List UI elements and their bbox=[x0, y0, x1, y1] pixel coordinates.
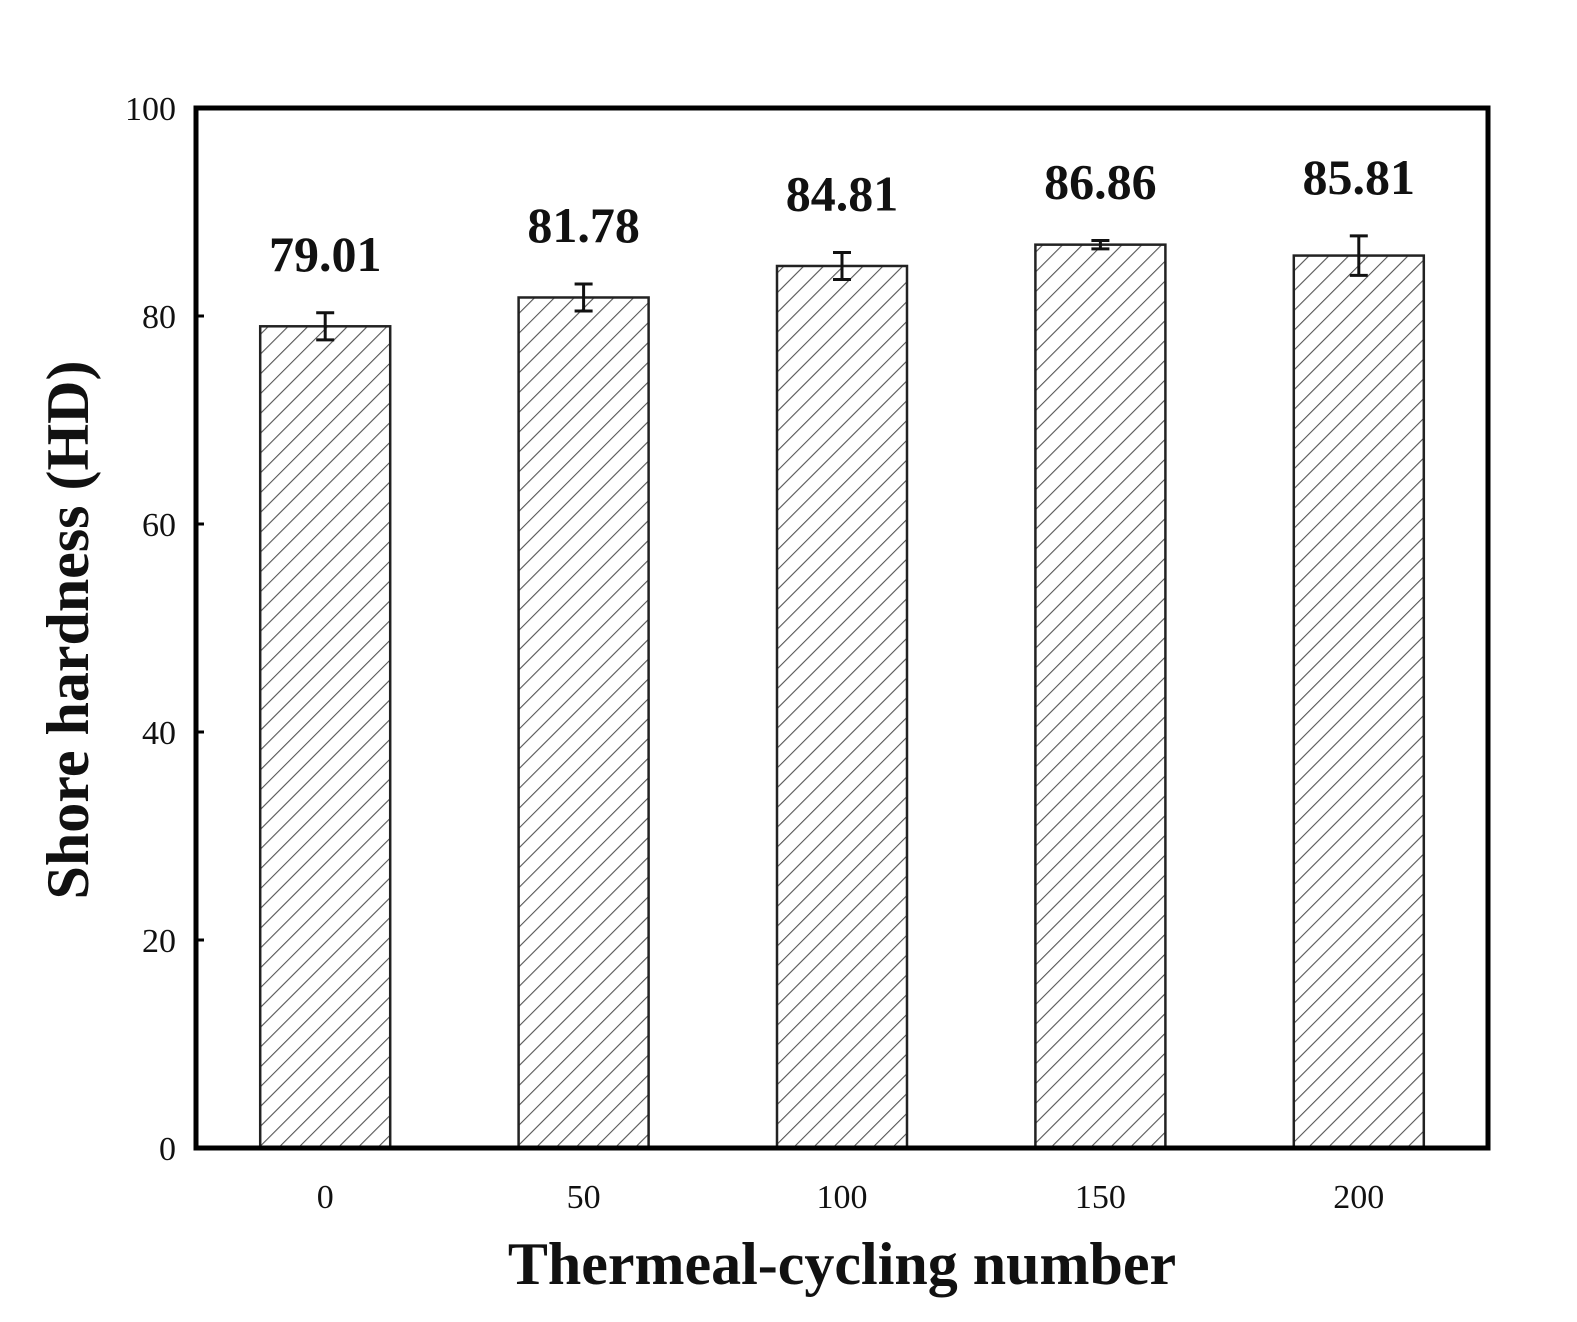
value-label-100: 84.81 bbox=[786, 165, 899, 221]
y-tick-label-80: 80 bbox=[142, 299, 176, 336]
bars bbox=[258, 243, 1426, 1150]
x-tick-label-100: 100 bbox=[817, 1179, 868, 1216]
value-label-150: 86.86 bbox=[1044, 153, 1157, 209]
y-tick-label-0: 0 bbox=[159, 1131, 176, 1168]
value-label-50: 81.78 bbox=[527, 197, 640, 253]
x-axis-title: Thermeal-cycling number bbox=[508, 1231, 1176, 1297]
x-tick-label-0: 0 bbox=[317, 1179, 334, 1216]
x-tick-label-150: 150 bbox=[1075, 1179, 1126, 1216]
x-axis-ticks: 0 50 100 150 200 bbox=[317, 1179, 1385, 1216]
x-tick-label-200: 200 bbox=[1333, 1179, 1384, 1216]
plot-frame bbox=[193, 105, 1491, 1151]
bar-0 bbox=[258, 325, 392, 1150]
y-tick-label-20: 20 bbox=[142, 923, 176, 960]
bar-50 bbox=[517, 296, 650, 1150]
value-label-0: 79.01 bbox=[269, 226, 382, 282]
y-tick-label-100: 100 bbox=[125, 91, 176, 128]
value-labels: 79.01 81.78 84.81 86.86 85.81 bbox=[269, 149, 1415, 282]
bar-200 bbox=[1292, 254, 1426, 1150]
y-tick-label-40: 40 bbox=[142, 715, 176, 752]
y-tick-label-60: 60 bbox=[142, 507, 176, 544]
value-label-200: 85.81 bbox=[1303, 149, 1416, 205]
bar-100 bbox=[775, 264, 909, 1150]
bar-150 bbox=[1034, 243, 1167, 1150]
y-axis-title: Shore hardness (HD) bbox=[35, 361, 101, 900]
error-bars bbox=[316, 234, 1368, 342]
y-axis-ticks: 0 20 40 60 80 100 bbox=[125, 91, 204, 1168]
x-tick-label-50: 50 bbox=[567, 1179, 601, 1216]
